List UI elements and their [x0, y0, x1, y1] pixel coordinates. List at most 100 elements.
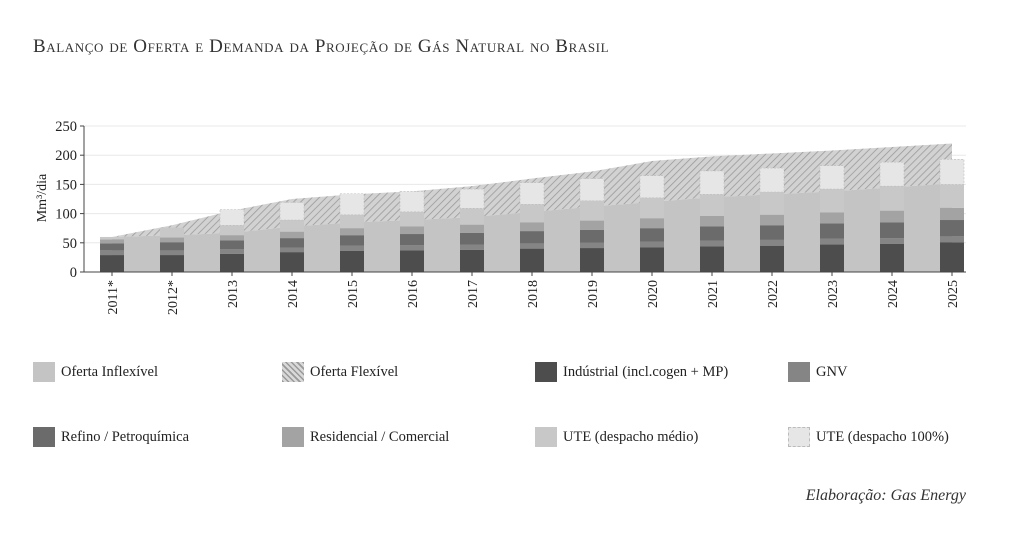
bar-segment — [820, 244, 844, 272]
bar-segment — [880, 186, 904, 211]
bar-segment — [580, 248, 604, 272]
x-tick-label: 2023 — [826, 280, 841, 308]
y-tick-label: 150 — [55, 177, 77, 193]
bar-segment — [699, 170, 725, 195]
bar-segment — [760, 214, 784, 226]
bar-stack — [639, 175, 665, 272]
bar-segment — [880, 243, 904, 272]
bar-segment — [280, 231, 304, 239]
legend-swatch — [535, 362, 557, 382]
bar-segment — [580, 200, 604, 221]
legend-label: UTE (despacho 100%) — [816, 428, 949, 445]
bar-stack — [759, 167, 785, 272]
bar-segment — [940, 242, 964, 272]
bar-segment — [760, 225, 784, 240]
legend-item-oferta-inflexivel: Oferta Inflexível — [33, 362, 158, 382]
bar-segment — [820, 189, 844, 213]
bar-segment — [219, 209, 245, 226]
bar-segment — [700, 226, 724, 241]
bar-segment — [100, 239, 124, 244]
x-tick-label: 2021 — [706, 280, 721, 308]
bar-stack — [879, 161, 905, 272]
bar-segment — [220, 225, 244, 236]
bar-segment — [400, 211, 424, 227]
bar-segment — [100, 250, 124, 256]
bar-segment — [640, 241, 664, 248]
legend-swatch — [788, 427, 810, 447]
bar-segment — [460, 208, 484, 225]
y-tick-label: 0 — [70, 265, 77, 281]
legend-label: Oferta Inflexível — [61, 363, 159, 380]
legend-item-gnv: GNV — [788, 362, 847, 382]
bar-segment — [400, 245, 424, 251]
legend-label: Refino / Petroquímica — [61, 428, 190, 445]
bar-segment — [100, 243, 124, 251]
y-tick-label: 100 — [55, 207, 77, 223]
bar-segment — [220, 249, 244, 254]
bar-segment — [220, 240, 244, 250]
chart-title: Balanço de Oferta e Demanda da Projeção … — [33, 36, 610, 57]
bar-segment — [820, 212, 844, 224]
bar-segment — [700, 215, 724, 227]
bar-segment — [339, 193, 365, 216]
bar-segment — [880, 222, 904, 239]
x-tick-label: 2015 — [346, 280, 361, 308]
bar-segment — [520, 222, 544, 232]
x-tick-label: 2014 — [286, 280, 301, 308]
legend-item-ute-medio: UTE (despacho médio) — [535, 427, 698, 447]
bar-segment — [160, 250, 184, 256]
legend-item-industrial: Indústrial (incl.cogen + MP) — [535, 362, 728, 382]
bar-segment — [520, 204, 544, 223]
bar-segment — [640, 218, 664, 229]
bar-segment — [280, 247, 304, 253]
bar-segment — [639, 175, 665, 199]
bar-segment — [220, 253, 244, 272]
legend-swatch — [282, 362, 304, 382]
bar-segment — [580, 242, 604, 249]
bar-segment — [340, 245, 364, 251]
bar-segment — [940, 236, 964, 243]
bar-segment — [519, 182, 545, 205]
bar-segment — [760, 245, 784, 272]
legend-item-residencial: Residencial / Comercial — [282, 427, 449, 447]
y-tick-label: 50 — [63, 236, 78, 252]
bar-stack — [279, 202, 305, 272]
bar-segment — [700, 246, 724, 272]
bar-stack — [819, 165, 845, 272]
bar-segment — [459, 188, 485, 209]
bar-segment — [340, 228, 364, 236]
bar-segment — [460, 244, 484, 250]
bar-segment — [460, 232, 484, 245]
bar-stack — [459, 188, 485, 272]
x-tick-label: 2012* — [166, 280, 181, 315]
bar-segment — [760, 239, 784, 246]
x-tick-label: 2017 — [466, 280, 481, 308]
legend-swatch — [282, 427, 304, 447]
bar-segment — [460, 224, 484, 233]
bar-segment — [880, 210, 904, 223]
bar-segment — [760, 191, 784, 215]
bar-segment — [160, 227, 184, 238]
bar-segment — [940, 220, 964, 237]
bar-segment — [819, 165, 845, 190]
x-tick-label: 2025 — [946, 280, 961, 308]
bar-segment — [520, 243, 544, 249]
bar-segment — [640, 247, 664, 272]
bar-segment — [580, 220, 604, 230]
bar-segment — [100, 236, 124, 240]
legend-swatch — [788, 362, 810, 382]
bar-segment — [820, 238, 844, 245]
x-tick-label: 2024 — [886, 280, 901, 308]
legend-swatch — [33, 362, 55, 382]
x-tick-label: 2018 — [526, 280, 541, 308]
legend-label: Indústrial (incl.cogen + MP) — [563, 363, 729, 380]
bar-segment — [340, 235, 364, 246]
bar-stack — [939, 158, 965, 272]
legend-swatch — [535, 427, 557, 447]
bar-segment — [700, 240, 724, 247]
x-tick-label: 2022 — [766, 280, 781, 308]
x-tick-label: 2020 — [646, 280, 661, 308]
bar-segment — [640, 228, 664, 242]
bar-segment — [759, 167, 785, 193]
legend-label: UTE (despacho médio) — [563, 428, 699, 445]
